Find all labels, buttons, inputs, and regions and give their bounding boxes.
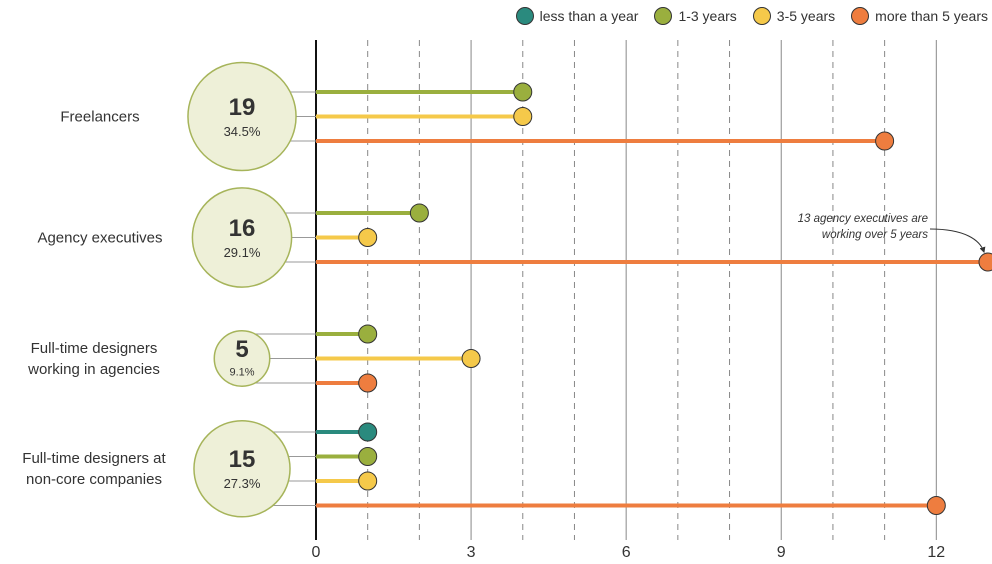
category-label: Agency executives [37,229,163,246]
share-label: 34.5% [224,124,261,139]
legend-swatch [654,7,673,25]
dot [358,228,378,247]
dot [513,107,533,126]
legend-swatch [515,7,534,25]
x-tick-label: 0 [312,544,321,561]
category-label: Freelancers [60,108,140,125]
legend-label: less than a year [539,8,639,24]
dot [358,373,378,393]
total-label: 16 [229,215,256,242]
total-label: 19 [229,94,256,121]
legend-item: 3-5 years [752,7,836,25]
dot [926,496,946,515]
legend: less than a year 1-3 years 3-5 years more t… [515,7,988,25]
x-tick-label: 12 [927,544,945,561]
legend-swatch [851,7,870,25]
share-label: 9.1% [229,366,254,378]
annotation: 13 agency executives are working over 5 … [797,213,928,241]
dot [358,447,378,466]
share-label: 27.3% [224,476,261,491]
dot [461,349,481,368]
legend-label: more than 5 years [875,8,988,24]
bubble [187,61,297,172]
dot [978,252,992,272]
x-tick-label: 6 [622,544,631,561]
dots [358,82,992,515]
dot [409,203,429,223]
bubbles: 19 34.5% 16 29.1% 5 9.1% 15 27.3% [187,61,297,518]
legend-item: less than a year [515,7,639,25]
x-tick-label: 3 [467,544,476,561]
x-tick-label: 9 [777,544,786,561]
dot [358,471,378,491]
bubble [191,187,293,288]
total-label: 15 [229,446,256,473]
category-label: Full-time designers at non-core companie… [22,449,166,488]
legend-item: more than 5 years [851,7,988,25]
legend-label: 1-3 years [678,8,737,24]
annotation-arrow [929,228,986,254]
dot [513,82,533,102]
bubble [193,419,291,518]
legend-label: 3-5 years [776,8,836,24]
dot [358,422,378,442]
legend-swatch [752,7,771,25]
stems [316,90,988,508]
dot [875,131,895,151]
bubble [213,330,271,387]
legend-item: 1-3 years [654,7,737,25]
category-label: Full-time designers working in agencies [28,339,160,378]
dot [358,324,378,344]
share-label: 29.1% [224,245,261,260]
total-label: 5 [235,336,248,363]
